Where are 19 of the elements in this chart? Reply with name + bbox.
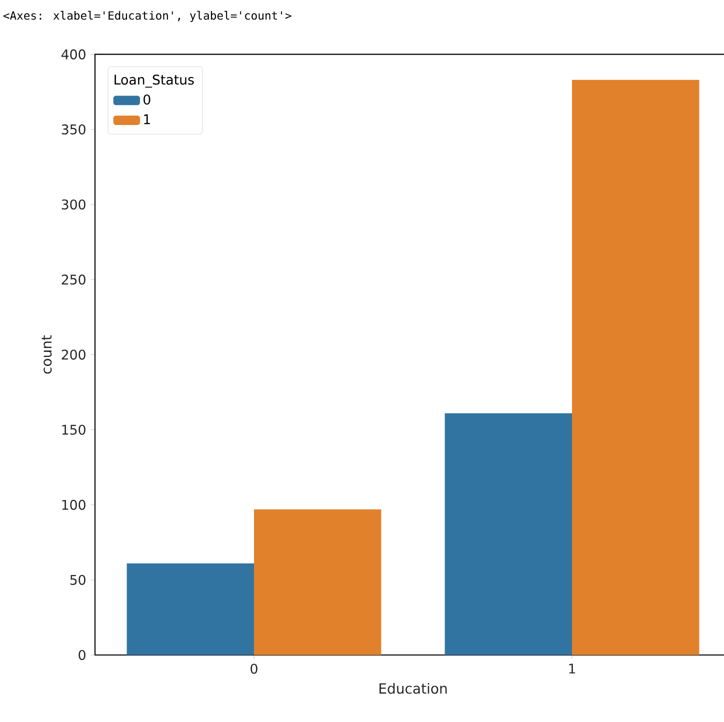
legend-label: 1 <box>144 114 150 124</box>
bar <box>254 509 382 655</box>
y-tick-label: 100 <box>62 500 86 510</box>
y-tick-label: 0 <box>78 650 86 660</box>
y-axis-title: count <box>42 335 52 374</box>
y-tick-label: 300 <box>62 199 86 210</box>
x-axis-title: Education <box>380 682 447 694</box>
y-tick-label: 150 <box>62 424 86 435</box>
legend-label: 0 <box>144 94 150 105</box>
legend-title: Loan_Status <box>114 74 194 88</box>
y-tick-label: 350 <box>62 124 86 134</box>
bar <box>126 563 254 655</box>
y-tick-label: 200 <box>62 350 86 360</box>
y-tick-label: 50 <box>70 574 86 585</box>
y-tick-label: 400 <box>61 49 86 60</box>
bar <box>572 80 700 655</box>
y-tick-label: 250 <box>62 274 86 285</box>
bar <box>444 413 572 655</box>
text: <Axes: xlabel='Education', ylabel='count'> <box>3 10 292 22</box>
